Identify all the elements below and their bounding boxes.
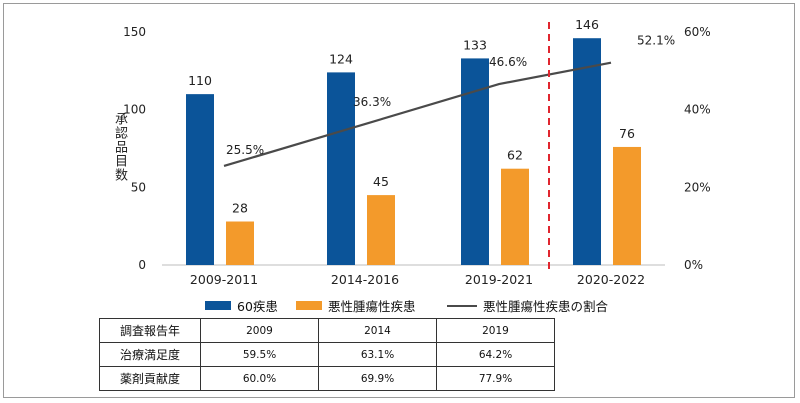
table-cell: 77.9% xyxy=(436,366,555,391)
table-row-label: 薬剤貢献度 xyxy=(99,366,201,391)
x-tick-label: 2014-2016 xyxy=(331,272,399,287)
ratio-line xyxy=(223,61,612,168)
bar-malignant xyxy=(226,221,254,265)
legend-label-malignant: 悪性腫瘍性疾患 xyxy=(328,299,416,314)
table-row-contribution: 薬剤貢献度 60.0% 69.9% 77.9% xyxy=(99,366,555,391)
ratio-value-label: 25.5% xyxy=(226,143,264,157)
legend-swatch-blue xyxy=(205,301,231,310)
ratio-value-label: 36.3% xyxy=(353,95,391,109)
table-row-satisfaction: 治療満足度 59.5% 63.1% 64.2% xyxy=(99,342,555,367)
y-tick-label: 150 xyxy=(123,25,146,39)
table-cell: 60.0% xyxy=(200,366,319,391)
ratio-value-label: 52.1% xyxy=(637,34,675,48)
y-tick-label: 0 xyxy=(138,258,146,272)
bar-value-label: 124 xyxy=(329,51,353,66)
bar-value-label: 133 xyxy=(463,37,487,52)
bar-60-diseases xyxy=(186,94,214,265)
table-header-row: 調査報告年 2009 2014 2019 xyxy=(99,318,555,343)
y2-tick-label: 20% xyxy=(684,180,711,194)
legend-item-ratio: 悪性腫瘍性疾患の割合 xyxy=(447,296,608,315)
table-row-label: 治療満足度 xyxy=(99,342,201,367)
y-axis-title: 承認品目数 xyxy=(112,112,127,182)
bar-60-diseases xyxy=(573,38,601,265)
survey-table: 調査報告年 2009 2014 2019 治療満足度 59.5% 63.1% 6… xyxy=(99,318,555,391)
table-cell: 59.5% xyxy=(200,342,319,367)
legend-label-60-diseases: 60疾患 xyxy=(237,299,278,314)
legend-swatch-orange xyxy=(296,301,322,310)
bar-value-label: 45 xyxy=(373,174,389,189)
bar-malignant xyxy=(613,146,641,265)
bar-value-label: 62 xyxy=(507,148,523,163)
legend-item-60-diseases: 60疾患 xyxy=(205,296,278,315)
legend-line-swatch xyxy=(447,304,477,307)
bar-value-label: 110 xyxy=(188,73,212,88)
ratio-value-label: 46.6% xyxy=(489,55,527,69)
legend-label-ratio: 悪性腫瘍性疾患の割合 xyxy=(483,299,609,314)
table-header-cell: 2009 xyxy=(200,318,319,343)
table-cell: 64.2% xyxy=(436,342,555,367)
table-header-cell: 2014 xyxy=(318,318,437,343)
x-tick-label: 2020-2022 xyxy=(577,272,645,287)
x-tick-label: 2009-2011 xyxy=(190,272,258,287)
table-header-label: 調査報告年 xyxy=(99,318,201,343)
table-header-cell: 2019 xyxy=(436,318,555,343)
bar-malignant xyxy=(367,195,395,265)
bar-value-label: 146 xyxy=(575,17,599,32)
bar-value-label: 28 xyxy=(232,201,248,216)
y-tick-label: 100 xyxy=(123,103,146,117)
y2-tick-label: 0% xyxy=(684,258,703,272)
bar-60-diseases xyxy=(327,72,355,266)
y2-tick-label: 60% xyxy=(684,25,711,39)
bar-malignant xyxy=(501,168,529,265)
legend-item-malignant: 悪性腫瘍性疾患 xyxy=(296,296,416,315)
y-tick-label: 50 xyxy=(131,180,146,194)
table-cell: 69.9% xyxy=(318,366,437,391)
x-tick-label: 2019-2021 xyxy=(465,272,533,287)
bar-value-label: 76 xyxy=(619,126,635,141)
y2-tick-label: 40% xyxy=(684,103,711,117)
table-cell: 63.1% xyxy=(318,342,437,367)
